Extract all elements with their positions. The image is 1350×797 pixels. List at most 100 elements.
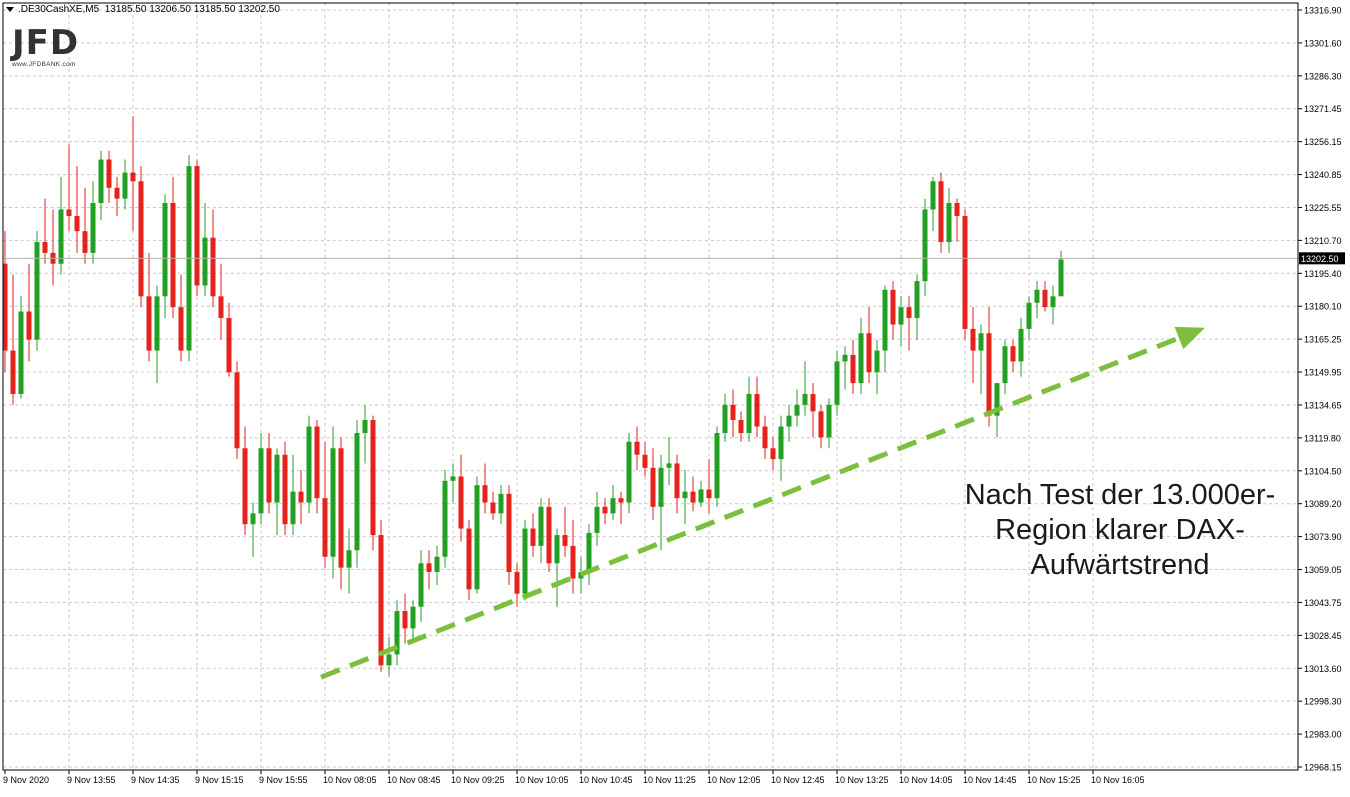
- candle-body: [394, 611, 400, 655]
- candle-body: [82, 231, 88, 253]
- candle-body: [706, 489, 712, 499]
- x-tick-label: 9 Nov 2020: [3, 775, 49, 785]
- candle-body: [634, 441, 640, 455]
- candle-up: [778, 415, 784, 481]
- candle-body: [258, 448, 264, 514]
- candle-body: [234, 372, 240, 449]
- candle-body: [210, 237, 216, 297]
- candle-body: [266, 448, 272, 503]
- candle-down: [938, 172, 944, 253]
- candle-down: [266, 433, 272, 514]
- x-tick-label: 9 Nov 13:55: [67, 775, 116, 785]
- candle-up: [842, 346, 848, 390]
- candle-body: [1042, 289, 1048, 308]
- candle-down: [1042, 281, 1048, 312]
- candle-body: [994, 383, 1000, 416]
- y-tick-label: 13119.80: [1304, 433, 1341, 443]
- candle-body: [1034, 289, 1040, 303]
- candle-down: [226, 302, 232, 377]
- candle-body: [434, 556, 440, 572]
- candle-body: [450, 476, 456, 481]
- candle-up: [274, 448, 280, 536]
- candle-down: [42, 198, 48, 264]
- candle-down: [378, 519, 384, 672]
- candle-body: [218, 296, 224, 319]
- candle-up: [346, 528, 352, 594]
- candle-body: [498, 493, 504, 514]
- candle-up: [522, 519, 528, 601]
- candle-up: [386, 637, 392, 677]
- candle-down: [466, 519, 472, 601]
- candle-body: [866, 333, 872, 373]
- candle-body: [402, 611, 408, 629]
- annotation-line-1: Nach Test der 13.000er-: [964, 479, 1276, 511]
- candle-up: [882, 285, 888, 373]
- candle-up: [1018, 318, 1024, 377]
- candle-body: [362, 420, 368, 434]
- candle-body: [850, 354, 856, 384]
- candle-up: [586, 524, 592, 585]
- candle-body: [906, 307, 912, 319]
- candle-down: [954, 198, 960, 243]
- candle-down: [298, 469, 304, 525]
- y-tick-label: 13134.65: [1304, 400, 1342, 410]
- candle-body: [562, 535, 568, 546]
- candle-body: [146, 296, 152, 351]
- candle-body: [554, 535, 560, 564]
- candle-down: [738, 411, 744, 442]
- candle-body: [842, 354, 848, 362]
- candle-down: [314, 420, 320, 514]
- annotation-line-3: Aufwärtstrend: [1030, 549, 1210, 581]
- candle-up: [946, 187, 952, 253]
- candle-body: [522, 528, 528, 594]
- candle-up: [90, 181, 96, 264]
- y-tick-label: 13149.95: [1304, 368, 1342, 378]
- candle-down: [754, 376, 760, 438]
- dropdown-triangle-icon[interactable]: [6, 6, 14, 12]
- candle-up: [898, 296, 904, 347]
- candle-body: [202, 237, 208, 286]
- candle-up: [794, 389, 800, 427]
- candle-up: [354, 420, 360, 568]
- candle-body: [570, 545, 576, 579]
- candle-body: [34, 242, 40, 340]
- candle-body: [274, 454, 280, 503]
- candle-body: [290, 491, 296, 525]
- candle-body: [466, 528, 472, 590]
- candle-down: [850, 339, 856, 394]
- candle-body: [738, 420, 744, 434]
- candle-up: [538, 498, 544, 564]
- candle-body: [762, 426, 768, 449]
- candle-down: [730, 389, 736, 438]
- chart-header: .DE30CashXE,M5 13185.50 13206.50 13185.5…: [6, 4, 280, 15]
- candle-body: [1002, 346, 1008, 384]
- candle-body: [178, 307, 184, 351]
- candle-body: [18, 311, 24, 394]
- candle-down: [530, 513, 536, 557]
- x-tick-label: 10 Nov 08:45: [387, 775, 441, 785]
- candle-body: [770, 448, 776, 460]
- y-tick-label: 13013.60: [1304, 664, 1342, 674]
- candle-body: [418, 563, 424, 607]
- candle-up: [442, 469, 448, 568]
- candle-body: [354, 433, 360, 551]
- candle-down: [146, 252, 152, 362]
- candle-up: [394, 600, 400, 666]
- candle-body: [58, 209, 64, 264]
- y-tick-label: 13073.90: [1304, 532, 1342, 542]
- candle-down: [26, 263, 32, 362]
- candle-up: [978, 324, 984, 394]
- candle-body: [410, 606, 416, 629]
- candle-down: [2, 231, 8, 373]
- candle-body: [658, 467, 664, 507]
- y-tick-label: 13286.30: [1304, 71, 1342, 81]
- y-tick-label: 13104.50: [1304, 466, 1342, 476]
- x-tick-label: 10 Nov 11:25: [643, 775, 696, 785]
- candle-down: [970, 307, 976, 384]
- y-tick-label: 13059.05: [1304, 565, 1342, 575]
- candle-up: [874, 339, 880, 394]
- candle-up: [658, 454, 664, 551]
- candle-body: [90, 202, 96, 253]
- candle-body: [474, 485, 480, 590]
- candle-body: [1050, 296, 1056, 308]
